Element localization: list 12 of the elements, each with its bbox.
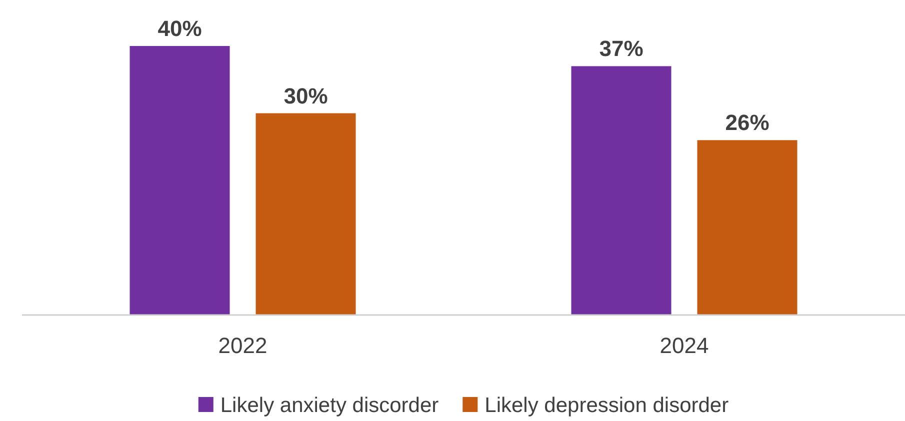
data-label: 37% (599, 36, 644, 62)
legend-label: Likely depression disorder (484, 394, 729, 417)
data-label: 30% (284, 83, 328, 108)
bar (697, 140, 798, 315)
legend-label: Likely anxiety discorder (220, 394, 439, 417)
x-tick-label: 2022 (218, 333, 268, 358)
data-label: 40% (158, 16, 202, 41)
data-label: 26% (725, 110, 770, 136)
bar (256, 113, 356, 315)
bar (130, 46, 230, 315)
x-tick-label: 2024 (660, 333, 709, 358)
bar (571, 66, 672, 315)
